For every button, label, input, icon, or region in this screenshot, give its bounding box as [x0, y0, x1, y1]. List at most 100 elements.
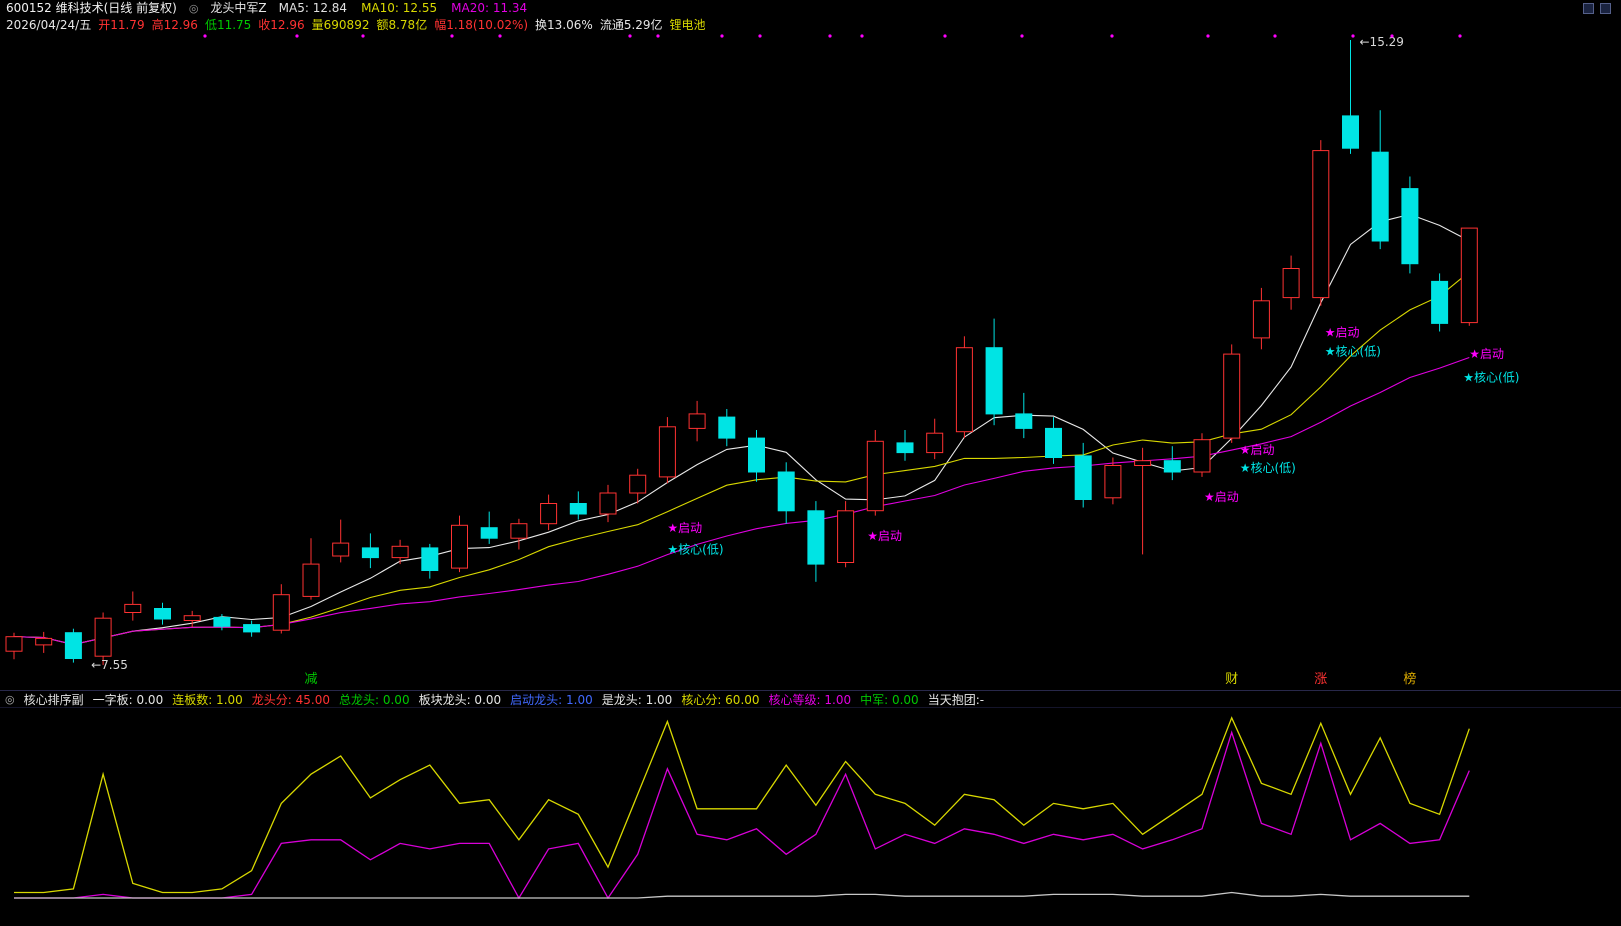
candle-body[interactable]: [5, 636, 23, 652]
candle-body[interactable]: [1252, 300, 1270, 339]
candle-body[interactable]: [421, 547, 439, 572]
window-button-1[interactable]: [1583, 3, 1594, 14]
ohlc-field: 开11.79: [98, 18, 145, 32]
candle-body[interactable]: [1312, 150, 1330, 299]
candlestick-chart-svg[interactable]: ←15.29 ←7.55 ★启动 ★核心(低) ★启动 ★启动 ★启动 ★核心(低) ★启动 ★核…: [0, 33, 1621, 690]
sub-indicator-chart[interactable]: [0, 708, 1621, 926]
candle-body[interactable]: [866, 440, 884, 512]
candle-body[interactable]: [510, 523, 528, 539]
top-signal-dot: [628, 34, 632, 38]
top-signal-dot: [450, 34, 454, 38]
indicator-switch-icon[interactable]: ◎: [188, 2, 199, 15]
top-signal-dot: [656, 34, 660, 38]
candle-body[interactable]: [332, 542, 350, 557]
candle-body[interactable]: [480, 527, 498, 539]
candle-body[interactable]: [1282, 268, 1300, 299]
ma10-line: [13, 271, 1470, 646]
candle-body[interactable]: [1193, 439, 1211, 473]
ohlc-field: 低11.75: [204, 18, 252, 32]
bottom-marker: 减: [304, 672, 317, 687]
main-indicator-name[interactable]: 龙头中军Z: [210, 1, 267, 15]
candle-body[interactable]: [1223, 353, 1241, 439]
candle-body[interactable]: [599, 492, 617, 515]
top-signal-dot: [758, 34, 762, 38]
top-signal-dot: [498, 34, 502, 38]
candle-body[interactable]: [94, 617, 112, 657]
candle-body[interactable]: [1460, 227, 1478, 324]
main-kline-chart[interactable]: ←15.29 ←7.55 ★启动 ★核心(低) ★启动 ★启动 ★启动 ★核心(低) ★启动 ★核…: [0, 33, 1621, 690]
candle-body[interactable]: [748, 437, 765, 473]
sub-series-line: [14, 716, 1470, 894]
bottom-marker: 财: [1225, 672, 1238, 687]
signal-label: ★核心(低): [1325, 345, 1381, 359]
ohlc-field: 收12.96: [258, 18, 305, 32]
candle-body[interactable]: [1401, 188, 1419, 265]
candle-body[interactable]: [1371, 151, 1389, 242]
candle-body[interactable]: [718, 416, 736, 439]
candle-body[interactable]: [896, 442, 914, 454]
candle-body[interactable]: [955, 347, 973, 433]
sub-indicator-field: 是龙头: 1.00: [601, 692, 673, 707]
ma-value: MA5: 12.84: [278, 1, 348, 15]
candle-body[interactable]: [154, 608, 171, 620]
candle-body[interactable]: [837, 510, 855, 563]
ma-value: MA20: 11.34: [451, 1, 528, 15]
sub-indicator-field: 板块龙头: 0.00: [418, 692, 502, 707]
ma5-line: [13, 213, 1470, 646]
candle-body[interactable]: [302, 563, 320, 597]
low-price-label: ←7.55: [91, 658, 128, 672]
candle-body[interactable]: [451, 524, 468, 569]
collapse-panel-icon[interactable]: ◎: [5, 692, 15, 706]
candle-body[interactable]: [1104, 465, 1122, 499]
candle-body[interactable]: [1134, 460, 1152, 467]
candle-body[interactable]: [391, 545, 409, 559]
candle-body[interactable]: [243, 624, 261, 633]
signal-label: ★启动: [1240, 443, 1275, 457]
sub-series-line: [14, 891, 1470, 899]
top-signal-dot: [860, 34, 864, 38]
sub-indicator-field: 中军: 0.00: [860, 692, 919, 707]
candle-body[interactable]: [213, 616, 231, 627]
info-bar: 2026/04/24/五 开11.79 高12.96 低11.75 收12.96 量69…: [0, 17, 1621, 33]
candle-body[interactable]: [1431, 280, 1449, 324]
candle-body[interactable]: [183, 615, 201, 622]
candle-body[interactable]: [1342, 115, 1359, 149]
candle-body[interactable]: [1163, 460, 1181, 473]
sub-indicator-field: 核心等级: 1.00: [768, 692, 852, 707]
date-label: 2026/04/24/五: [6, 18, 92, 32]
signal-label: ★启动: [1325, 325, 1360, 339]
candle-body[interactable]: [629, 474, 647, 494]
sub-indicator-field: 核心分: 60.00: [681, 692, 760, 707]
top-signal-dot: [720, 34, 724, 38]
candle-body[interactable]: [540, 503, 558, 525]
sub-indicator-chart-svg[interactable]: [0, 708, 1621, 926]
candle-body[interactable]: [985, 347, 1003, 415]
sub-indicator-name[interactable]: 核心排序副: [23, 692, 84, 707]
candle-body[interactable]: [272, 594, 290, 631]
candle-body[interactable]: [1015, 413, 1033, 429]
sub-indicator-field: 一字板: 0.00: [92, 692, 164, 707]
sub-indicator-field: 总龙头: 0.00: [339, 692, 410, 707]
top-signal-dot: [1206, 34, 1210, 38]
candle-body[interactable]: [688, 413, 706, 429]
ohlc-field: 流通5.29亿: [599, 18, 663, 32]
candle-body[interactable]: [569, 503, 587, 515]
high-price-label: ←15.29: [1360, 35, 1404, 49]
candle-body[interactable]: [35, 637, 53, 646]
candle-body[interactable]: [1074, 455, 1092, 500]
candle-body[interactable]: [124, 603, 142, 614]
candle-body[interactable]: [361, 547, 379, 559]
candle-body[interactable]: [658, 426, 676, 478]
ma20-line: [13, 356, 1470, 646]
candle-body[interactable]: [1045, 427, 1062, 458]
top-signal-dot: [1273, 34, 1277, 38]
top-signal-dot: [203, 34, 207, 38]
candle-body[interactable]: [807, 510, 825, 565]
candle-body[interactable]: [777, 471, 795, 512]
candle-body[interactable]: [64, 632, 82, 660]
title-bar: 600152 维科技术(日线 前复权) ◎ 龙头中军Z MA5: 12.84 MA…: [0, 0, 1621, 17]
ohlc-field: 幅1.18(10.02%): [434, 18, 529, 32]
candle-body[interactable]: [926, 432, 944, 454]
sub-indicator-header: ◎ 核心排序副 一字板: 0.00 连板数: 1.00 龙头分: 45.00 总龙头:…: [0, 690, 1621, 708]
window-button-2[interactable]: [1600, 3, 1611, 14]
